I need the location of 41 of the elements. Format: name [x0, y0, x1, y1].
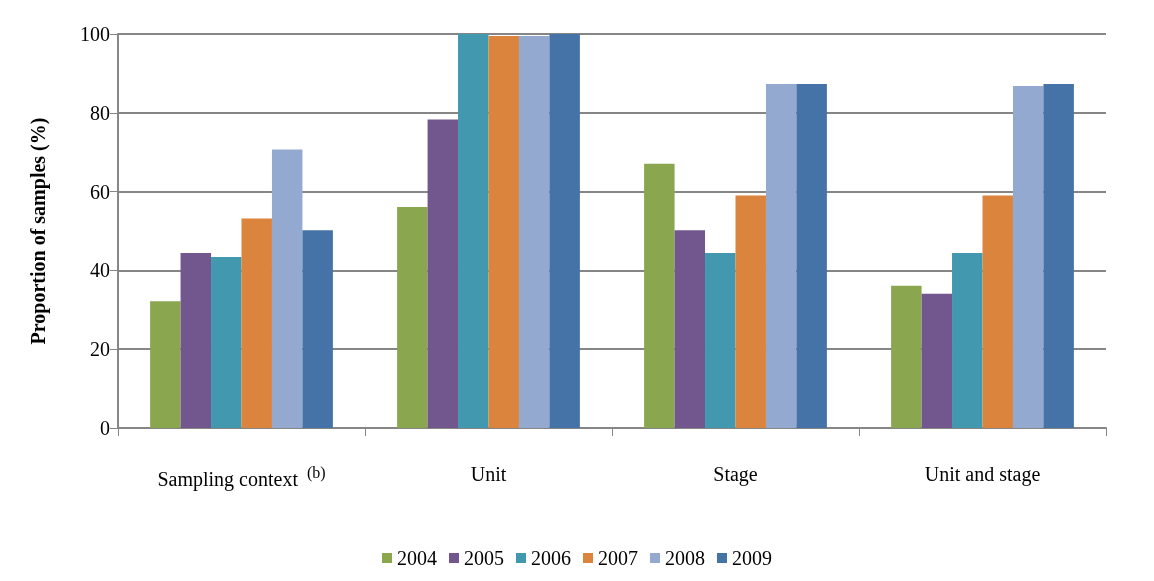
bar [397, 206, 428, 428]
bar [458, 34, 489, 428]
bar [921, 293, 953, 428]
bar [891, 285, 922, 428]
bar [952, 253, 983, 428]
bar [488, 35, 519, 428]
bar [211, 257, 242, 428]
x-tick-label: Unit [470, 463, 507, 485]
legend-label: 2004 [397, 547, 437, 569]
y-tick-label: 80 [90, 101, 110, 124]
bar [271, 149, 303, 428]
bar [549, 34, 580, 428]
bar [705, 253, 736, 428]
x-tick-label: Sampling context (b) [157, 463, 326, 491]
legend-label: 2008 [665, 547, 705, 569]
y-tick-label: 40 [90, 259, 110, 282]
legend-label: 2006 [531, 547, 571, 569]
bar [982, 195, 1013, 428]
bar [150, 301, 181, 428]
y-tick-label: 60 [90, 180, 110, 203]
bar [674, 230, 706, 428]
y-tick-label: 100 [80, 23, 110, 45]
bar [644, 163, 675, 428]
bar [241, 218, 272, 428]
y-tick-label: 0 [100, 417, 110, 439]
bar [180, 253, 212, 428]
bar [796, 84, 827, 428]
legend-label: 2005 [464, 547, 504, 569]
y-axis-title: Proportion of samples (%) [27, 117, 50, 345]
bar [302, 230, 333, 428]
bar [735, 195, 766, 428]
bar [765, 84, 797, 428]
bar [518, 35, 550, 428]
bar [427, 119, 459, 428]
legend-label: 2009 [732, 547, 772, 569]
x-tick-label: Unit and stage [924, 463, 1041, 486]
legend-label: 2007 [598, 547, 638, 569]
bar [1012, 86, 1044, 428]
y-tick-label: 20 [90, 338, 110, 361]
bar [1043, 84, 1074, 428]
x-tick-label: Stage [713, 463, 758, 486]
